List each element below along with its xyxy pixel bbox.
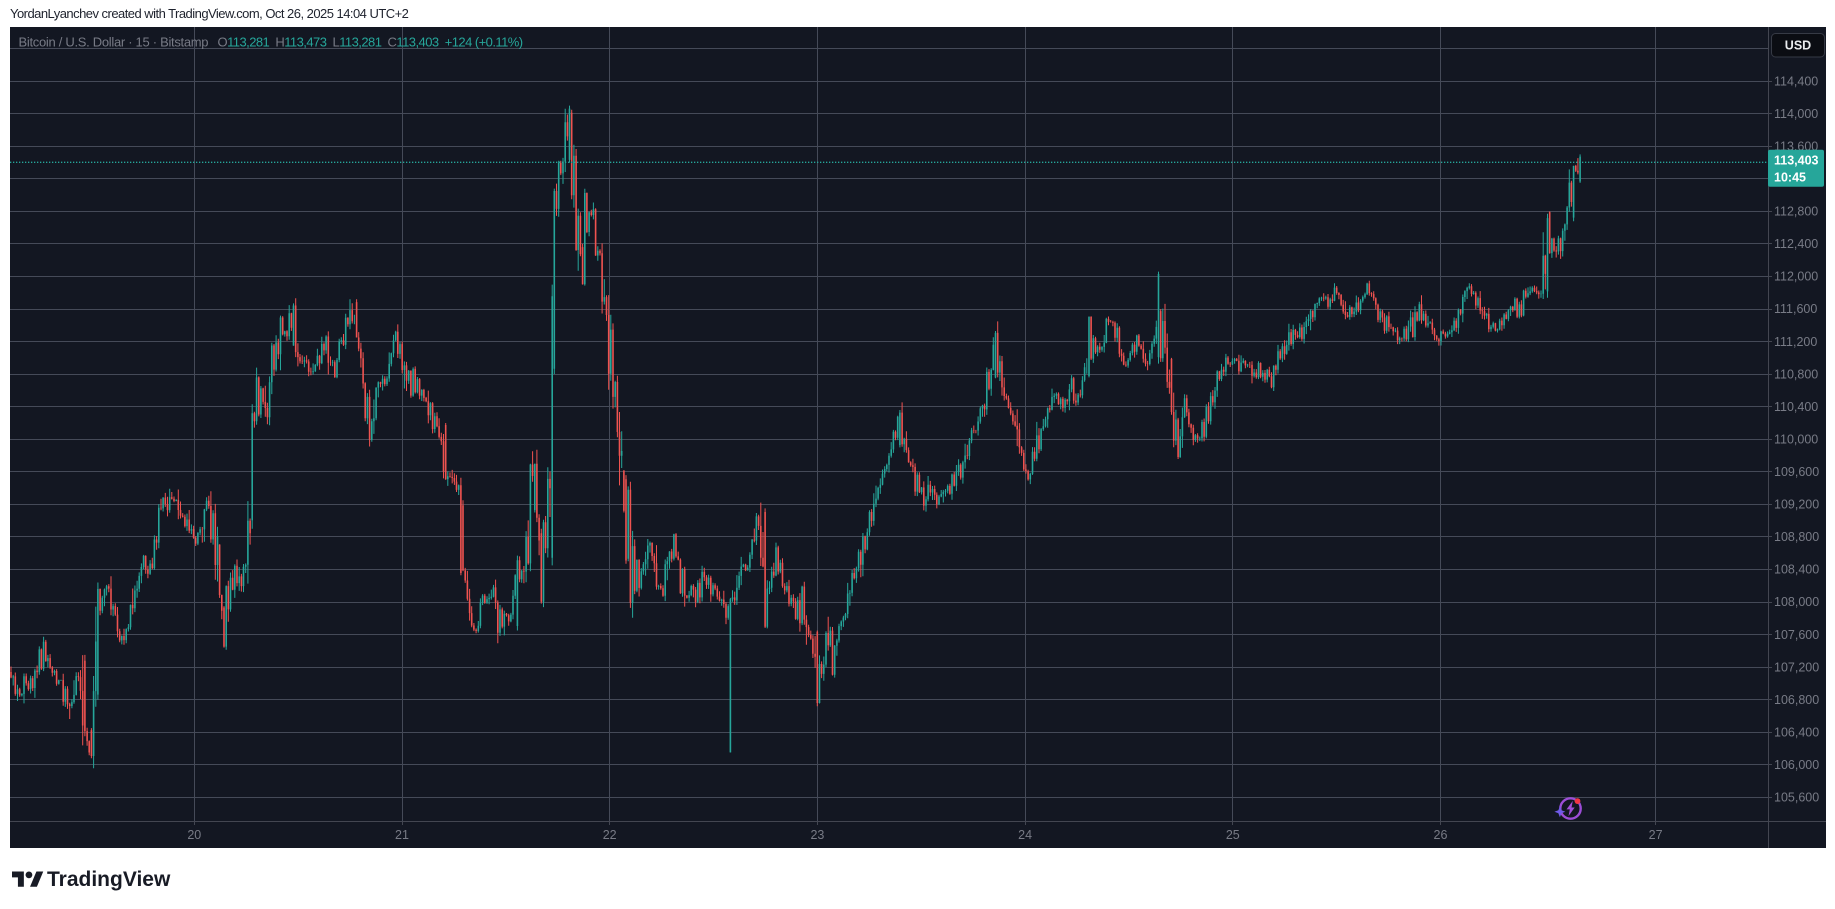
svg-text:107,600: 107,600 [1774, 628, 1819, 642]
svg-text:108,400: 108,400 [1774, 563, 1819, 577]
svg-text:114,000: 114,000 [1774, 107, 1818, 121]
svg-text:25: 25 [1226, 828, 1240, 842]
svg-text:108,000: 108,000 [1774, 595, 1819, 609]
svg-text:107,200: 107,200 [1774, 660, 1819, 674]
svg-text:106,400: 106,400 [1774, 725, 1819, 739]
svg-text:112,800: 112,800 [1774, 205, 1818, 219]
svg-text:26: 26 [1434, 828, 1448, 842]
svg-text:106,000: 106,000 [1774, 758, 1819, 772]
svg-text:22: 22 [603, 828, 617, 842]
svg-text:110,800: 110,800 [1774, 367, 1818, 381]
svg-text:109,200: 109,200 [1774, 498, 1819, 512]
svg-text:23: 23 [810, 828, 824, 842]
svg-text:105,600: 105,600 [1774, 791, 1819, 805]
svg-text:110,000: 110,000 [1774, 432, 1818, 446]
svg-text:112,400: 112,400 [1774, 237, 1818, 251]
svg-text:21: 21 [395, 828, 409, 842]
svg-text:111,600: 111,600 [1774, 302, 1817, 316]
svg-text:Bitcoin / U.S. Dollar · 15 · B: Bitcoin / U.S. Dollar · 15 · Bitstamp [19, 35, 209, 50]
svg-text:111,200: 111,200 [1774, 335, 1817, 349]
svg-text:O113,281 H113,473 L113,281: O113,281 H113,473 L113,281 C113,403 +124… [218, 35, 523, 50]
svg-text:113,403: 113,403 [1774, 153, 1819, 167]
svg-text:27: 27 [1649, 828, 1663, 842]
svg-text:106,800: 106,800 [1774, 693, 1819, 707]
svg-text:114,400: 114,400 [1774, 74, 1818, 88]
svg-text:10:45: 10:45 [1774, 171, 1806, 185]
svg-text:109,600: 109,600 [1774, 465, 1819, 479]
svg-text:108,800: 108,800 [1774, 530, 1819, 544]
svg-text:20: 20 [187, 828, 201, 842]
svg-text:TradingView: TradingView [47, 868, 171, 891]
svg-text:110,400: 110,400 [1774, 400, 1818, 414]
svg-text:112,000: 112,000 [1774, 270, 1818, 284]
svg-text:24: 24 [1018, 828, 1032, 842]
svg-text:USD: USD [1785, 39, 1811, 53]
